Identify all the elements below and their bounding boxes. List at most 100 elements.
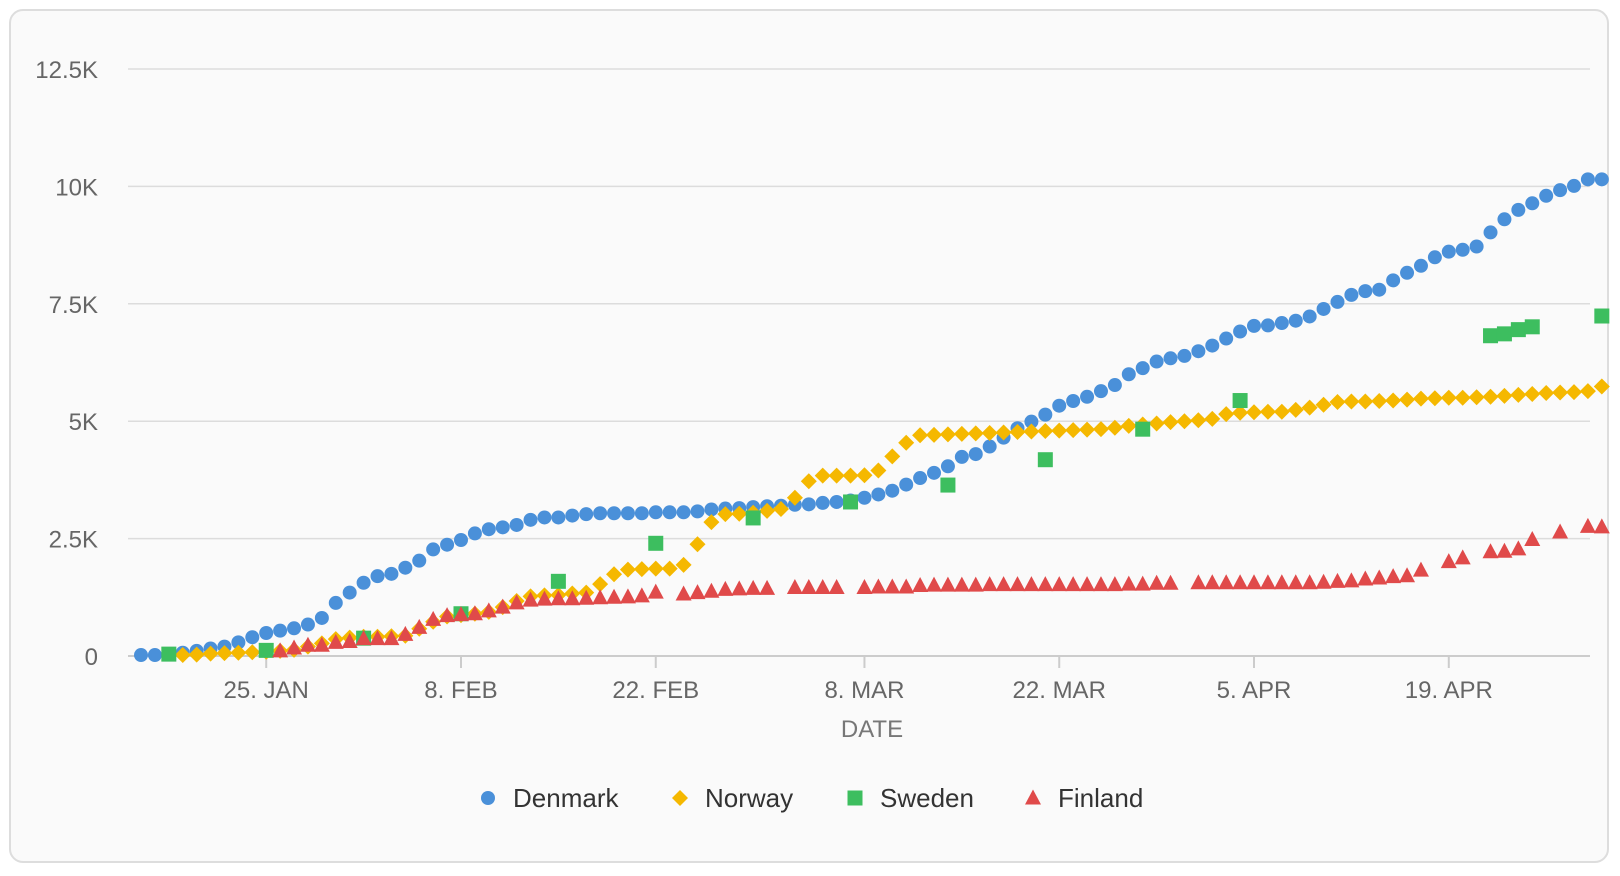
denmark-point bbox=[412, 553, 427, 568]
legend-item-sweden[interactable]: Sweden bbox=[847, 783, 974, 813]
x-tick-label: 22. FEB bbox=[612, 677, 699, 704]
finland-point bbox=[439, 607, 456, 623]
norway-point bbox=[772, 501, 789, 518]
denmark-point bbox=[537, 510, 552, 525]
legend-denmark-marker bbox=[481, 791, 495, 805]
norway-point bbox=[689, 536, 706, 553]
finland-point bbox=[1482, 543, 1499, 559]
norway-point bbox=[1510, 386, 1527, 403]
denmark-point bbox=[704, 502, 719, 517]
finland-point bbox=[1148, 574, 1165, 590]
norway-point bbox=[953, 425, 970, 442]
norway-point bbox=[884, 448, 901, 465]
denmark-point bbox=[565, 508, 580, 523]
finland-point bbox=[703, 582, 720, 598]
finland-point bbox=[313, 636, 330, 652]
legend-item-finland[interactable]: Finland bbox=[1025, 783, 1143, 813]
denmark-point bbox=[885, 483, 900, 498]
denmark-point bbox=[328, 595, 343, 610]
denmark-point bbox=[1330, 294, 1345, 309]
finland-point bbox=[953, 576, 970, 592]
denmark-point bbox=[648, 505, 663, 520]
norway-point bbox=[842, 467, 859, 484]
norway-point bbox=[1051, 422, 1068, 439]
sweden-point bbox=[1037, 452, 1053, 468]
finland-point bbox=[578, 589, 595, 605]
finland-point bbox=[967, 576, 984, 592]
norway-point bbox=[1579, 383, 1596, 400]
denmark-point bbox=[620, 506, 635, 521]
norway-point bbox=[1218, 406, 1235, 423]
legend: Denmark Norway Sweden Finland bbox=[481, 783, 1143, 813]
denmark-point bbox=[829, 494, 844, 509]
gridlines bbox=[128, 68, 1590, 540]
finland-point bbox=[1440, 553, 1457, 569]
sweden-point bbox=[258, 642, 274, 658]
denmark-point bbox=[231, 635, 246, 650]
denmark-point bbox=[815, 495, 830, 510]
denmark-point bbox=[1024, 414, 1039, 429]
legend-item-denmark[interactable]: Denmark bbox=[481, 783, 619, 813]
finland-point bbox=[550, 590, 567, 606]
sweden-point bbox=[648, 535, 664, 551]
denmark-point bbox=[1316, 301, 1331, 316]
norway-point bbox=[202, 645, 219, 662]
denmark-point bbox=[1121, 367, 1136, 382]
denmark-point bbox=[467, 526, 482, 541]
norway-point bbox=[912, 427, 929, 444]
norway-point bbox=[1385, 392, 1402, 409]
norway-point bbox=[1426, 390, 1443, 407]
norway-point bbox=[1329, 393, 1346, 410]
legend-item-norway[interactable]: Norway bbox=[672, 783, 793, 813]
finland-point bbox=[1301, 574, 1318, 590]
finland-point bbox=[898, 578, 915, 594]
finland-point bbox=[1037, 576, 1054, 592]
norway-point bbox=[1162, 414, 1179, 431]
finland-point bbox=[814, 578, 831, 594]
finland-point bbox=[508, 594, 525, 610]
finland-point bbox=[745, 579, 762, 595]
finland-point bbox=[369, 630, 386, 646]
norway-point bbox=[828, 467, 845, 484]
finland-point bbox=[1259, 574, 1276, 590]
norway-point bbox=[1482, 388, 1499, 405]
legend-label: Sweden bbox=[880, 783, 974, 813]
finland-point bbox=[522, 591, 539, 607]
finland-point bbox=[1454, 549, 1471, 565]
denmark-point bbox=[1455, 242, 1470, 257]
norway-point bbox=[1412, 390, 1429, 407]
finland-point bbox=[731, 580, 748, 596]
finland-point bbox=[397, 625, 414, 641]
x-tick-label: 8. MAR bbox=[824, 677, 904, 704]
finland-point bbox=[856, 578, 873, 594]
finland-point bbox=[912, 577, 929, 593]
norway-point bbox=[731, 505, 748, 522]
denmark-point bbox=[453, 533, 468, 548]
norway-point bbox=[1176, 413, 1193, 430]
denmark-point bbox=[287, 621, 302, 636]
norway-point bbox=[1190, 412, 1207, 429]
finland-point bbox=[981, 576, 998, 592]
denmark-point bbox=[426, 542, 441, 557]
y-axis-ticks: 0 2.5K 5K 7.5K 10K 12.5K bbox=[35, 57, 98, 671]
sweden-point bbox=[940, 477, 956, 493]
finland-point bbox=[592, 589, 609, 605]
finland-point bbox=[411, 618, 428, 634]
y-tick-label: 0 bbox=[85, 644, 98, 671]
norway-point bbox=[870, 462, 887, 479]
sweden-point bbox=[1510, 322, 1526, 338]
denmark-point bbox=[273, 623, 288, 638]
finland-point bbox=[536, 590, 553, 606]
x-tick-label: 8. FEB bbox=[424, 677, 497, 704]
norway-point bbox=[939, 426, 956, 443]
denmark-point bbox=[1553, 183, 1568, 198]
denmark-point bbox=[927, 465, 942, 480]
sweden-point bbox=[550, 573, 566, 589]
denmark-point bbox=[913, 471, 928, 486]
finland-point bbox=[1385, 568, 1402, 584]
y-tick-label: 10K bbox=[55, 174, 98, 201]
finland-point bbox=[327, 633, 344, 649]
denmark-point bbox=[1080, 389, 1095, 404]
sweden-point bbox=[1232, 393, 1248, 409]
